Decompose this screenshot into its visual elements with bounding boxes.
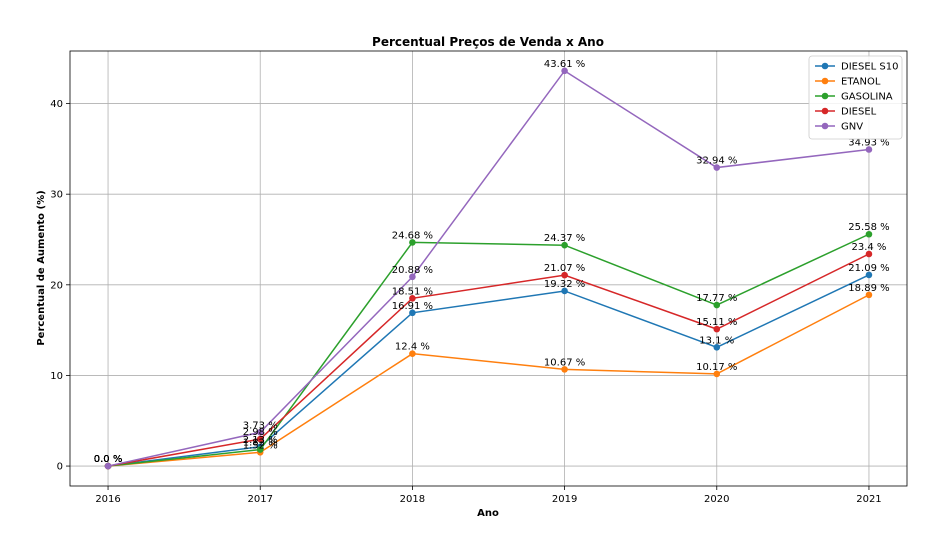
point-gasolina: [561, 241, 568, 249]
data-labels: 0.0 %2.13 %16.91 %19.32 %13.1 %21.09 %0.…: [94, 59, 890, 465]
legend-label-gasolina: GASOLINA: [841, 92, 893, 103]
data-label-diesel: 21.07 %: [544, 263, 585, 274]
data-label-etanol: 1.52 %: [243, 440, 278, 451]
point-gasolina: [713, 301, 721, 309]
data-label-diesel-s10: 16.91 %: [392, 301, 433, 312]
data-label-diesel: 2.98 %: [243, 427, 278, 438]
data-label-diesel: 15.11 %: [696, 317, 737, 328]
data-label-gasolina: 24.68 %: [392, 230, 433, 241]
legend-marker-diesel: [821, 107, 829, 115]
plot-frame: [69, 50, 908, 487]
legend-box: [808, 55, 903, 140]
point-diesel: [561, 271, 568, 279]
x-tick-label: 2018: [400, 494, 425, 505]
point-gasolina: [865, 230, 873, 238]
point-gnv: [256, 428, 264, 436]
point-gasolina: [409, 239, 416, 246]
series-line-diesel-s10: [107, 274, 870, 467]
y-axis-ticks: 0 10 20 30 40: [50, 99, 70, 473]
point-diesel: [713, 325, 721, 333]
x-tick-label: 2019: [552, 494, 577, 505]
series-line-gasolina: [107, 233, 870, 467]
data-label-gnv: 3.73 %: [243, 420, 278, 431]
data-label-gnv: 34.93 %: [848, 138, 889, 149]
point-gnv: [713, 164, 721, 171]
point-etanol: [561, 366, 568, 373]
legend-marker-diesel-s10: [821, 62, 829, 70]
chart-title: Percentual Preços de Venda x Ano: [372, 35, 604, 49]
data-label-diesel: 0.0 %: [94, 454, 123, 465]
x-tick-label: 2021: [856, 494, 881, 505]
point-gasolina: [256, 446, 264, 453]
point-etanol: [865, 291, 873, 299]
y-axis-label: Percentual de Aumento (%): [36, 190, 47, 345]
legend-label-etanol: ETANOL: [841, 77, 881, 88]
series-line-diesel: [107, 253, 870, 467]
y-tick-label: 40: [50, 99, 63, 110]
x-tick-label: 2017: [248, 494, 273, 505]
data-label-diesel: 23.4 %: [851, 242, 886, 253]
x-tick-label: 2016: [95, 494, 120, 505]
data-label-gnv: 32.94 %: [696, 156, 737, 167]
series-line-etanol: [107, 294, 870, 467]
legend-marker-gasolina: [821, 92, 829, 100]
data-label-gnv: 0.0 %: [94, 454, 123, 465]
data-label-gasolina: 24.37 %: [544, 233, 585, 244]
legend-marker-etanol: [821, 77, 829, 85]
data-label-gnv: 20.88 %: [392, 265, 433, 276]
y-tick-label: 0: [57, 462, 63, 473]
legend: DIESEL S10 ETANOL GASOLINA DIESEL GNV: [808, 55, 903, 140]
point-etanol: [409, 350, 416, 357]
y-tick-label: 20: [50, 280, 63, 291]
data-label-gasolina: 0.0 %: [94, 454, 123, 465]
data-label-gnv: 43.61 %: [544, 59, 585, 70]
point-diesel-s10: [865, 271, 873, 279]
point-diesel: [409, 295, 416, 302]
y-tick-label: 30: [50, 190, 63, 201]
point-gnv: [865, 146, 873, 153]
x-tick-label: 2020: [704, 494, 729, 505]
data-label-diesel-s10: 21.09 %: [848, 263, 889, 274]
point-gnv: [409, 273, 416, 281]
y-tick-label: 10: [50, 371, 63, 382]
legend-label-diesel-s10: DIESEL S10: [841, 62, 898, 73]
data-label-gasolina: 1.82 %: [243, 438, 278, 449]
grid: [70, 51, 907, 486]
point-etanol: [713, 370, 721, 378]
data-label-etanol: 10.17 %: [696, 362, 737, 373]
data-label-etanol: 12.4 %: [395, 342, 430, 353]
series-lines: [104, 67, 873, 470]
data-label-diesel-s10: 0.0 %: [94, 454, 123, 465]
point-diesel-s10: [713, 344, 721, 351]
x-axis-ticks: 2016 2017 2018 2019 2020 2021: [95, 486, 882, 505]
point-gnv: [104, 462, 112, 470]
point-diesel: [256, 435, 264, 443]
data-label-gasolina: 25.58 %: [848, 222, 889, 233]
x-axis-label: Ano: [477, 508, 499, 519]
point-diesel-s10: [561, 287, 568, 295]
data-label-diesel-s10: 2.13 %: [243, 435, 278, 446]
data-label-etanol: 18.89 %: [848, 283, 889, 294]
data-label-gasolina: 17.77 %: [696, 293, 737, 304]
legend-label-gnv: GNV: [841, 122, 863, 133]
point-gnv: [561, 67, 568, 75]
legend-marker-gnv: [821, 122, 829, 130]
point-diesel: [865, 250, 873, 258]
data-label-etanol: 10.67 %: [544, 357, 585, 368]
data-label-diesel: 18.51 %: [392, 286, 433, 297]
data-label-diesel-s10: 13.1 %: [699, 335, 734, 346]
legend-label-diesel: DIESEL: [841, 107, 877, 118]
data-label-diesel-s10: 19.32 %: [544, 279, 585, 290]
data-label-etanol: 0.0 %: [94, 454, 123, 465]
series-line-gnv: [107, 69, 870, 467]
point-diesel-s10: [409, 309, 416, 317]
